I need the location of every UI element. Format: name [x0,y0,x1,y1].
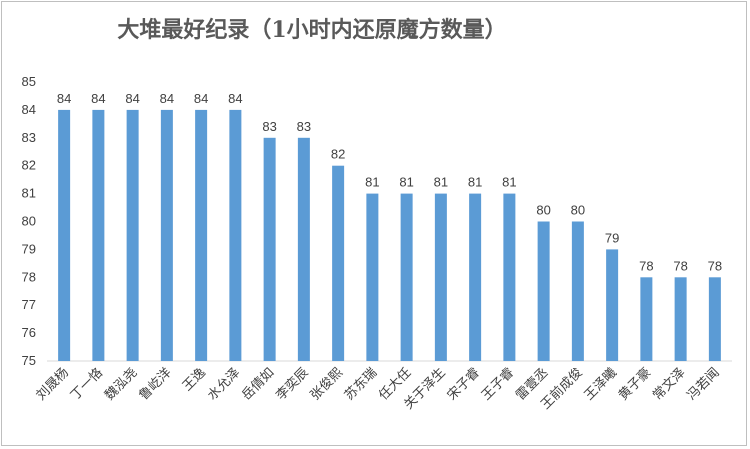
bar [400,193,413,361]
y-tick-label: 80 [22,214,36,229]
category-label: 鲁屹洋 [137,365,175,403]
category-label: 常文泽 [650,365,688,403]
bar [606,249,619,361]
data-label: 80 [536,203,550,218]
data-label: 84 [57,91,71,106]
bar [332,165,345,361]
bar [126,109,139,362]
y-tick-label: 81 [22,186,36,201]
data-label: 84 [194,91,208,106]
category-label: 岳倩如 [239,365,278,404]
bar [434,193,447,361]
data-label: 80 [571,203,585,218]
category-label: 刘晟杨 [34,365,72,403]
bar [571,221,584,361]
bar [674,277,687,361]
data-label: 83 [297,119,311,134]
category-label: 王泽曦 [581,365,620,404]
data-label: 81 [468,175,482,190]
data-label: 81 [502,175,516,190]
category-label: 魏泓尧 [102,365,140,403]
data-label: 82 [331,147,345,162]
category-label: 宋子睿 [445,365,483,403]
bar [469,193,482,361]
category-label: 黄子豪 [615,365,654,404]
bar [160,109,173,362]
data-label: 78 [639,258,653,273]
bar [92,109,105,362]
data-label: 81 [399,175,413,190]
y-tick-label: 82 [22,158,36,173]
y-tick-label: 79 [22,241,36,256]
data-label: 84 [125,91,139,106]
y-tick-label: 78 [22,269,36,284]
y-tick-label: 76 [22,325,36,340]
category-label: 水允泽 [204,365,243,404]
category-label: 苏东瑞 [341,365,380,404]
bar [640,277,653,361]
bar [195,109,208,362]
data-label: 78 [708,258,722,273]
chart-title: 大堆最好纪录（1小时内还原魔方数量） [117,17,507,43]
y-tick-label: 84 [22,102,36,117]
bar [229,109,242,362]
y-tick-label: 85 [22,74,36,89]
data-label: 79 [605,230,619,245]
bar [708,277,721,361]
category-label: 张俊熙 [308,365,346,403]
category-label: 王逸 [180,365,209,394]
data-label: 84 [91,91,105,106]
y-tick-label: 75 [22,353,36,368]
y-tick-label: 77 [22,297,36,312]
data-label: 84 [160,91,174,106]
data-label: 81 [434,175,448,190]
bar [366,193,379,361]
category-label: 冯若闻 [684,365,723,404]
data-label: 83 [262,119,276,134]
data-label: 78 [673,258,687,273]
category-label: 丁一恪 [68,365,106,403]
bar [263,137,276,361]
bar [297,137,310,361]
y-tick-label: 83 [22,130,36,145]
data-label: 81 [365,175,379,190]
bar [537,221,550,361]
bar [58,109,71,362]
category-label: 王子睿 [479,365,517,403]
category-label: 李奕辰 [273,365,312,404]
bar [503,193,516,361]
data-label: 84 [228,91,242,106]
